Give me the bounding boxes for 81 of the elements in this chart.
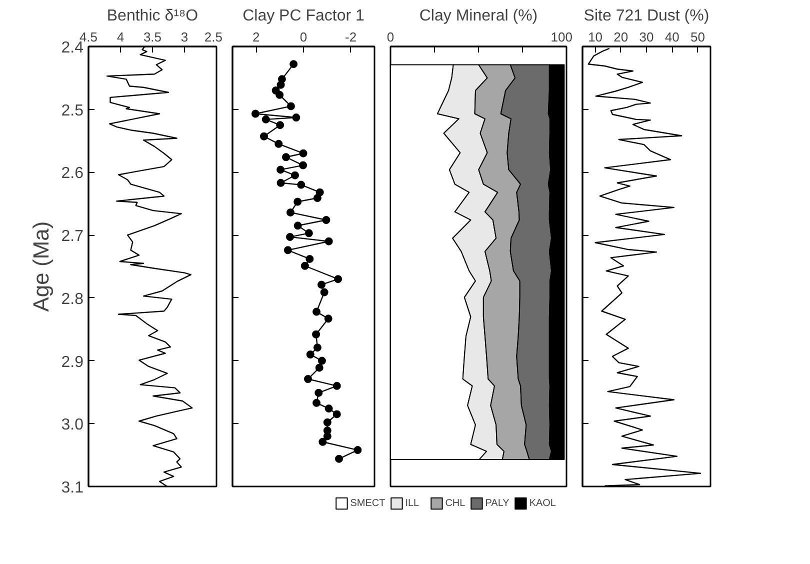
- x-tick-label: -2: [345, 30, 357, 44]
- point: [276, 178, 285, 187]
- point: [306, 254, 314, 263]
- point: [286, 232, 294, 241]
- x-tick-label: 20: [614, 30, 628, 44]
- point: [304, 375, 312, 384]
- x-tick-label: 2.5: [204, 30, 223, 44]
- x-tick-label: 100: [550, 30, 573, 44]
- y-tick-label: 2.8: [61, 290, 84, 308]
- y-tick-label: 2.9: [61, 354, 84, 371]
- point: [317, 280, 326, 289]
- y-tick-label: 2.6: [61, 165, 84, 182]
- point: [294, 198, 302, 206]
- legend-label: CHL: [445, 498, 466, 508]
- x-tick-label: 2: [252, 30, 260, 44]
- y-tick-label: 2.7: [61, 228, 84, 246]
- chart-title: Clay PC Factor 1: [242, 8, 365, 24]
- point: [304, 229, 313, 238]
- x-tick-label: 50: [690, 30, 705, 44]
- point: [323, 432, 332, 440]
- x-tick-label: 3: [180, 30, 188, 44]
- legend-label: PALY: [485, 498, 510, 508]
- legend-label: SMECT: [350, 498, 386, 508]
- legend-label: KAOL: [529, 498, 556, 508]
- legend-label: ILL: [405, 498, 420, 508]
- point: [262, 115, 270, 124]
- point: [284, 246, 292, 254]
- point: [354, 446, 362, 454]
- point: [299, 161, 308, 170]
- point: [251, 110, 260, 118]
- chart-title: Site 721 Dust (%): [584, 8, 710, 24]
- point: [286, 102, 295, 110]
- point: [306, 350, 314, 358]
- point: [290, 60, 298, 68]
- x-tick-label: 3.5: [143, 30, 162, 44]
- point: [260, 132, 268, 140]
- point: [322, 216, 330, 224]
- point: [300, 262, 309, 270]
- point: [282, 153, 290, 162]
- point: [313, 194, 322, 202]
- point: [314, 388, 323, 397]
- point: [312, 330, 320, 338]
- point: [324, 237, 333, 246]
- x-tick-label: 4: [116, 30, 124, 44]
- point: [320, 288, 328, 296]
- point: [324, 404, 333, 413]
- y-tick-label: 3.0: [61, 416, 84, 434]
- point: [290, 171, 299, 180]
- x-tick-label: 30: [639, 30, 654, 44]
- x-tick-label: 10: [588, 30, 603, 44]
- point: [318, 356, 326, 365]
- point: [318, 438, 327, 446]
- point: [276, 121, 284, 130]
- y-tick-label: 2.5: [61, 102, 84, 120]
- x-tick-label: 40: [664, 30, 680, 44]
- point: [334, 275, 342, 284]
- point: [332, 382, 341, 390]
- point: [315, 364, 324, 372]
- point: [324, 314, 332, 323]
- point: [276, 90, 284, 99]
- point: [299, 149, 308, 158]
- y-tick-label: 3.1: [61, 480, 84, 496]
- point: [274, 140, 283, 148]
- point: [323, 418, 332, 426]
- chart-title: Clay Mineral (%): [419, 8, 538, 24]
- x-tick-label: 0: [386, 30, 394, 44]
- point: [276, 80, 285, 89]
- point: [286, 208, 294, 216]
- chart-title: Benthic δ¹⁸O: [106, 8, 198, 24]
- y-axis-title: Age (Ma): [28, 221, 54, 312]
- point: [312, 308, 321, 316]
- point: [294, 222, 302, 230]
- point: [335, 454, 343, 463]
- x-tick-label: 0: [300, 30, 308, 44]
- y-tick-label: 2.4: [61, 40, 84, 56]
- point: [313, 344, 322, 352]
- point: [276, 166, 285, 174]
- point: [292, 114, 300, 122]
- point: [332, 410, 341, 418]
- point: [312, 398, 321, 407]
- point: [297, 180, 306, 189]
